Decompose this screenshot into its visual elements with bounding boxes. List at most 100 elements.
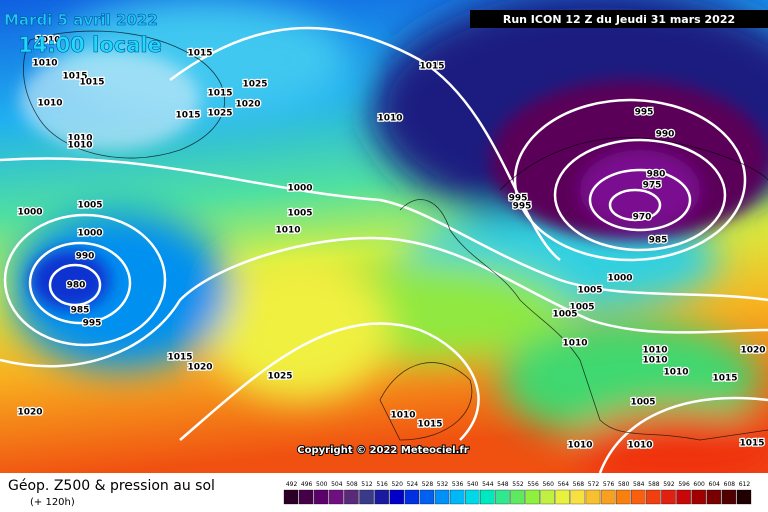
isobar-label: 1000 bbox=[607, 274, 632, 284]
scale-swatch bbox=[570, 489, 586, 505]
isobar-label: 1015 bbox=[62, 72, 87, 82]
isobar-label: 1010 bbox=[562, 339, 587, 349]
isobar-label: 1010 bbox=[567, 441, 592, 451]
isobar-label: 1005 bbox=[630, 398, 655, 408]
isobar-label: 1025 bbox=[267, 372, 292, 382]
isobar-label: 1010 bbox=[67, 134, 92, 144]
scale-swatch bbox=[344, 489, 359, 505]
isobar-label: 1000 bbox=[77, 229, 102, 239]
scale-swatch bbox=[465, 489, 480, 505]
scale-label: 540 bbox=[467, 481, 479, 488]
isobar-label: 1005 bbox=[577, 286, 602, 296]
footer-title: Géop. Z500 & pression au sol bbox=[8, 478, 215, 494]
scale-swatch bbox=[298, 489, 314, 505]
scale-swatch bbox=[449, 489, 465, 505]
scale-label: 548 bbox=[497, 481, 509, 488]
isobar-label: 1015 bbox=[187, 49, 212, 59]
scale-swatch bbox=[721, 489, 737, 505]
scale-swatch bbox=[510, 489, 525, 505]
scale-swatch bbox=[555, 489, 570, 505]
isobar-label: 1010 bbox=[37, 99, 62, 109]
scale-label: 508 bbox=[346, 481, 358, 488]
isobar-label: 1015 bbox=[175, 111, 200, 121]
isobar-label: 1000 bbox=[287, 184, 312, 194]
scale-label: 572 bbox=[588, 481, 600, 488]
isobar-label: 1005 bbox=[569, 303, 594, 313]
isobar-label: 1005 bbox=[287, 209, 312, 219]
isobar-label: 1015 bbox=[419, 62, 444, 72]
isobar-label: 1020 bbox=[187, 363, 212, 373]
scale-swatch bbox=[540, 489, 555, 505]
isobar-label: 995 bbox=[513, 202, 532, 212]
isobar-label: 1015 bbox=[79, 78, 104, 88]
scale-label: 532 bbox=[437, 481, 449, 488]
scale-swatch bbox=[495, 489, 510, 505]
scale-swatch bbox=[691, 489, 706, 505]
scale-label: 552 bbox=[512, 481, 524, 488]
scale-swatch bbox=[631, 489, 646, 505]
isobar-label: 1015 bbox=[417, 420, 442, 430]
coastlines bbox=[23, 30, 768, 441]
scale-label: 568 bbox=[573, 481, 585, 488]
scale-label: 500 bbox=[316, 481, 328, 488]
scale-label: 516 bbox=[376, 481, 388, 488]
scale-label: 600 bbox=[693, 481, 705, 488]
isobar-label: 1010 bbox=[627, 441, 652, 451]
scale-label: 544 bbox=[482, 481, 494, 488]
scale-swatch bbox=[615, 489, 631, 505]
copyright: Copyright © 2022 Meteociel.fr bbox=[297, 445, 468, 456]
scale-swatch bbox=[661, 489, 676, 505]
scale-swatch bbox=[736, 489, 752, 505]
scale-label: 556 bbox=[527, 481, 539, 488]
scale-label: 512 bbox=[361, 481, 373, 488]
scale-swatch bbox=[389, 489, 404, 505]
scale-swatch bbox=[314, 489, 329, 505]
isobar-labels: 1015101010101015101510101025102010151015… bbox=[16, 34, 767, 452]
scale-label: 504 bbox=[331, 481, 343, 488]
isobar-label: 1010 bbox=[642, 346, 667, 356]
isobar-label: 990 bbox=[76, 252, 95, 262]
isobar-label: 1010 bbox=[275, 226, 300, 236]
scale-label: 596 bbox=[678, 481, 690, 488]
scale-label: 496 bbox=[301, 481, 313, 488]
forecast-time: 14:00 locale bbox=[18, 33, 162, 57]
isobar-label: 1005 bbox=[77, 201, 102, 211]
scale-label: 520 bbox=[391, 481, 403, 488]
scale-swatch bbox=[525, 489, 540, 505]
isobar-label: 995 bbox=[635, 108, 654, 118]
scale-swatch bbox=[646, 489, 661, 505]
scale-label: 608 bbox=[724, 481, 736, 488]
isobar-label: 975 bbox=[643, 181, 662, 191]
scale-swatch bbox=[359, 489, 374, 505]
scale-swatch bbox=[419, 489, 435, 505]
scale-swatch bbox=[404, 489, 420, 505]
run-info: Run ICON 12 Z du Jeudi 31 mars 2022 bbox=[503, 13, 735, 26]
scale-label: 588 bbox=[648, 481, 660, 488]
isobar-label: 1015 bbox=[167, 353, 192, 363]
scale-label: 584 bbox=[633, 481, 645, 488]
map-background bbox=[0, 0, 768, 490]
scale-swatch bbox=[374, 489, 389, 505]
isobars bbox=[0, 26, 768, 474]
scale-label: 536 bbox=[452, 481, 464, 488]
isobar-label: 1025 bbox=[207, 109, 232, 119]
scale-swatch bbox=[283, 489, 299, 505]
isobar-label: 995 bbox=[83, 319, 102, 329]
scale-swatch bbox=[434, 489, 450, 505]
scale-label: 592 bbox=[663, 481, 675, 488]
scale-label: 576 bbox=[603, 481, 615, 488]
scale-label: 604 bbox=[709, 481, 721, 488]
isobar-label: 985 bbox=[649, 236, 668, 246]
isobar-label: 985 bbox=[71, 306, 90, 316]
isobar-label: 1020 bbox=[235, 100, 260, 110]
color-scale: 492 496 500 504 508 512 516 520 524 528 532 536 540 5… bbox=[283, 481, 752, 505]
isobar-label: 1005 bbox=[552, 310, 577, 320]
isobar-label: 1010 bbox=[390, 411, 415, 421]
isobar-label: 1025 bbox=[242, 80, 267, 90]
isobar-label: 1015 bbox=[712, 374, 737, 384]
scale-label: 612 bbox=[739, 481, 751, 488]
isobar-label: 1015 bbox=[207, 89, 232, 99]
isobar-label: 980 bbox=[647, 170, 666, 180]
isobar-label: 1010 bbox=[35, 36, 60, 46]
